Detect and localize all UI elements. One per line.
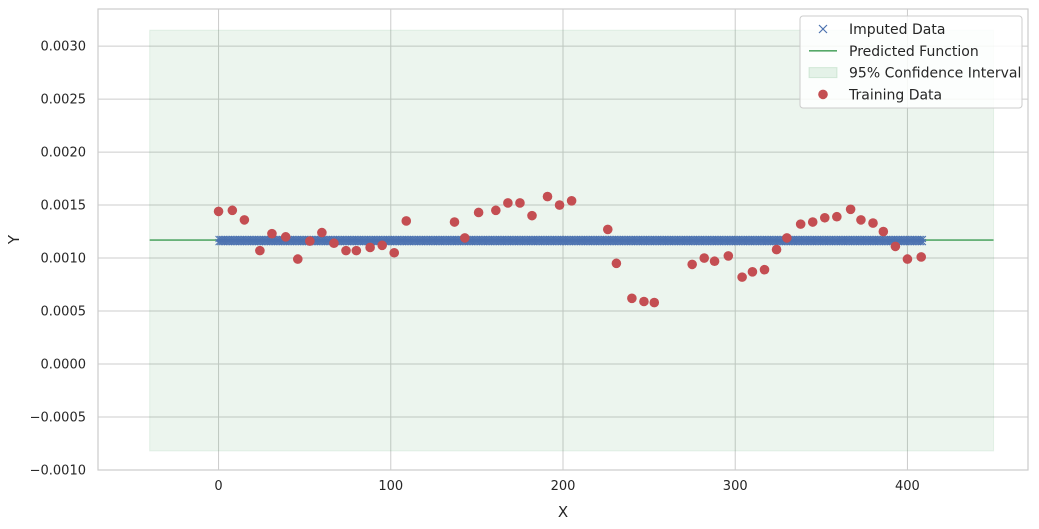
training-point-14 bbox=[389, 247, 400, 258]
training-point-28 bbox=[627, 293, 637, 304]
training-point-26 bbox=[602, 224, 613, 235]
training-point-43 bbox=[832, 211, 842, 222]
training-point-23 bbox=[542, 191, 553, 202]
training-point-32 bbox=[699, 253, 710, 263]
y-tick-label-2: 0.0000 bbox=[41, 358, 87, 373]
y-tick-label-8: 0.0030 bbox=[41, 40, 87, 55]
legend: Imputed Data Predicted Function 95% Confid… bbox=[799, 15, 1023, 109]
training-point-13 bbox=[377, 240, 387, 251]
training-point-41 bbox=[807, 217, 818, 227]
training-point-30 bbox=[649, 297, 660, 308]
training-point-8 bbox=[317, 227, 327, 238]
training-point-4 bbox=[267, 228, 277, 239]
training-point-40 bbox=[795, 219, 806, 229]
y-tick-labels: −0.0010 −0.0005 0.0000 0.0005 0.0010 0.0015 0.… bbox=[30, 40, 86, 479]
training-point-7 bbox=[305, 236, 315, 246]
imputed-marker-819 bbox=[919, 235, 927, 243]
training-point-12 bbox=[365, 242, 375, 253]
training-point-35 bbox=[737, 272, 747, 282]
y-tick-label-0: −0.0010 bbox=[30, 464, 86, 479]
x-tick-label-0: 0 bbox=[214, 479, 222, 494]
training-point-45 bbox=[856, 215, 866, 225]
legend-label-1: Predicted Function bbox=[849, 44, 979, 60]
imputed-marker-817 bbox=[917, 235, 925, 243]
training-point-47 bbox=[878, 226, 889, 237]
y-tick-label-6: 0.0020 bbox=[41, 146, 87, 161]
training-point-24 bbox=[554, 200, 565, 210]
training-point-17 bbox=[460, 233, 470, 243]
training-point-3 bbox=[255, 245, 265, 256]
training-point-46 bbox=[868, 218, 878, 228]
training-point-20 bbox=[503, 198, 513, 208]
legend-handle-training bbox=[818, 89, 828, 100]
training-point-18 bbox=[473, 207, 484, 218]
training-point-44 bbox=[845, 204, 856, 215]
training-point-5 bbox=[280, 232, 291, 242]
training-point-2 bbox=[239, 215, 250, 225]
imputed-marker-818 bbox=[919, 238, 927, 246]
training-point-11 bbox=[351, 245, 362, 256]
training-point-1 bbox=[227, 205, 238, 216]
training-point-42 bbox=[819, 212, 830, 223]
training-point-9 bbox=[329, 238, 339, 249]
training-point-0 bbox=[213, 206, 224, 217]
y-tick-label-1: −0.0005 bbox=[30, 411, 86, 426]
training-point-36 bbox=[747, 267, 758, 277]
training-point-15 bbox=[401, 216, 412, 226]
x-tick-label-1: 100 bbox=[378, 479, 403, 494]
training-point-22 bbox=[527, 210, 537, 221]
training-point-31 bbox=[687, 259, 697, 270]
training-point-39 bbox=[782, 233, 792, 243]
x-tick-label-2: 200 bbox=[551, 479, 576, 494]
training-point-50 bbox=[916, 252, 927, 262]
training-point-19 bbox=[491, 205, 501, 216]
training-point-38 bbox=[771, 244, 782, 255]
training-point-37 bbox=[759, 264, 770, 275]
imputed-marker-816 bbox=[917, 238, 925, 246]
x-tick-label-3: 300 bbox=[723, 479, 748, 494]
training-point-16 bbox=[449, 217, 460, 227]
y-axis-label: Y bbox=[5, 234, 23, 245]
legend-label-2: 95% Confidence Interval bbox=[849, 66, 1021, 82]
legend-handle-imputed bbox=[818, 24, 828, 34]
training-point-49 bbox=[902, 254, 913, 264]
training-point-34 bbox=[723, 251, 734, 261]
training-point-10 bbox=[341, 245, 351, 256]
legend-handle-band bbox=[808, 67, 838, 79]
training-point-33 bbox=[709, 256, 720, 267]
y-tick-label-7: 0.0025 bbox=[41, 93, 87, 108]
training-point-25 bbox=[566, 196, 577, 206]
legend-box bbox=[799, 15, 1023, 109]
training-point-21 bbox=[515, 198, 525, 208]
training-point-48 bbox=[890, 241, 901, 252]
training-point-27 bbox=[611, 258, 622, 269]
training-point-6 bbox=[292, 254, 303, 264]
legend-label-3: Training Data bbox=[848, 87, 942, 103]
y-tick-label-5: 0.0015 bbox=[41, 199, 87, 214]
y-tick-label-3: 0.0005 bbox=[41, 305, 87, 320]
training-points-layer bbox=[213, 191, 927, 308]
legend-label-0: Imputed Data bbox=[849, 22, 945, 38]
x-tick-label-4: 400 bbox=[895, 479, 920, 494]
plot-frame bbox=[97, 8, 1029, 471]
x-tick-labels: 0 100 200 300 400 bbox=[214, 479, 919, 494]
training-point-29 bbox=[639, 296, 649, 307]
x-axis-label: X bbox=[558, 503, 568, 521]
y-tick-label-4: 0.0010 bbox=[41, 252, 87, 267]
